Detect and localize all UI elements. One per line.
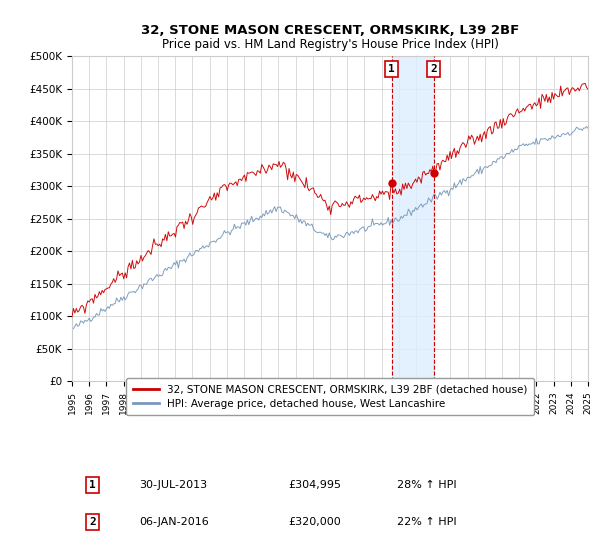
Text: 28% ↑ HPI: 28% ↑ HPI bbox=[397, 480, 457, 490]
Bar bbox=[392, 56, 434, 381]
Text: 2: 2 bbox=[89, 517, 96, 527]
Text: 32, STONE MASON CRESCENT, ORMSKIRK, L39 2BF: 32, STONE MASON CRESCENT, ORMSKIRK, L39 … bbox=[141, 24, 519, 38]
Text: Price paid vs. HM Land Registry's House Price Index (HPI): Price paid vs. HM Land Registry's House … bbox=[161, 38, 499, 52]
Text: 2: 2 bbox=[430, 64, 437, 74]
Text: 1: 1 bbox=[89, 480, 96, 490]
Legend: 32, STONE MASON CRESCENT, ORMSKIRK, L39 2BF (detached house), HPI: Average price: 32, STONE MASON CRESCENT, ORMSKIRK, L39 … bbox=[127, 378, 533, 415]
Text: 30-JUL-2013: 30-JUL-2013 bbox=[139, 480, 207, 490]
Text: £304,995: £304,995 bbox=[289, 480, 342, 490]
Text: 06-JAN-2016: 06-JAN-2016 bbox=[139, 517, 209, 527]
Text: £320,000: £320,000 bbox=[289, 517, 341, 527]
Text: 22% ↑ HPI: 22% ↑ HPI bbox=[397, 517, 457, 527]
Text: 1: 1 bbox=[388, 64, 395, 74]
